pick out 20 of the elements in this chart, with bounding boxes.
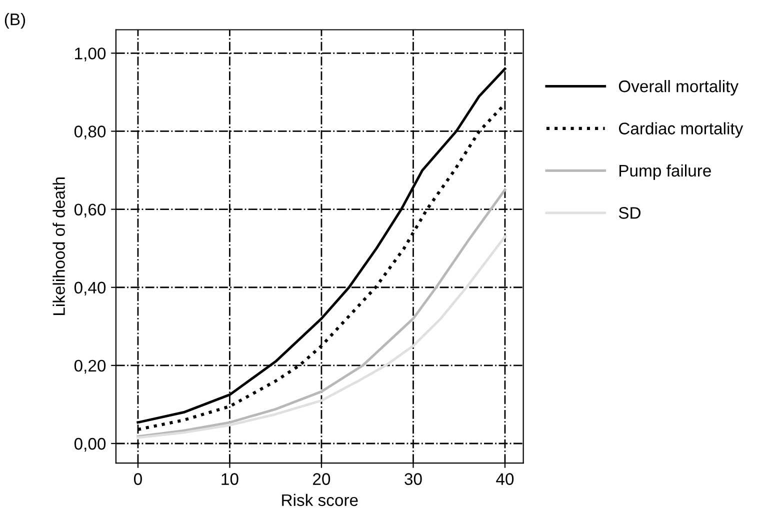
y-tick-label: 0,20 [74, 360, 106, 374]
x-tick-label: 10 [222, 473, 238, 485]
x-tick-label: 0 [134, 473, 142, 485]
y-tick-label: 0,40 [74, 282, 106, 296]
y-axis-title: Likelihood of death [52, 178, 65, 315]
y-tick-label: 0,60 [74, 204, 106, 218]
x-tick-label: 40 [496, 473, 514, 485]
line-series [136, 188, 506, 438]
legend-label: SD [618, 207, 640, 219]
y-tick-label: 1,00 [75, 48, 106, 62]
line-series [136, 235, 506, 439]
legend-label: Pump failure [620, 164, 711, 180]
x-tick-label: 20 [313, 473, 330, 485]
x-axis-title: Risk score [282, 494, 358, 506]
chart-title: (B) [4, 13, 26, 29]
legend-label: Cardiac mortality [618, 122, 744, 138]
x-tick-label: 30 [404, 473, 422, 485]
y-tick-label: 0,00 [74, 438, 106, 452]
legend-label: Overall mortality [618, 80, 738, 96]
y-tick-label: 0,80 [74, 126, 106, 140]
